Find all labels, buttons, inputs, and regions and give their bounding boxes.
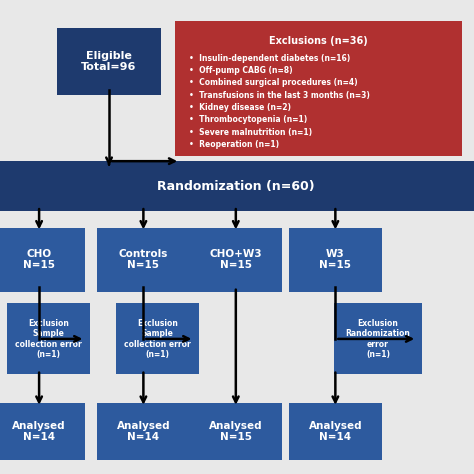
Text: •  Combined surgical procedures (n=4): • Combined surgical procedures (n=4) <box>189 78 357 87</box>
FancyBboxPatch shape <box>175 21 462 156</box>
Text: •  Off-pump CABG (n=8): • Off-pump CABG (n=8) <box>189 66 292 75</box>
FancyBboxPatch shape <box>289 403 382 460</box>
Text: Exclusion
Sample
collection error
(n=1): Exclusion Sample collection error (n=1) <box>15 319 82 359</box>
FancyBboxPatch shape <box>97 403 190 460</box>
FancyBboxPatch shape <box>7 303 90 374</box>
Text: Exclusions (n=36): Exclusions (n=36) <box>269 36 368 46</box>
Text: CHO+W3
N=15: CHO+W3 N=15 <box>210 249 262 270</box>
FancyBboxPatch shape <box>0 403 85 460</box>
FancyBboxPatch shape <box>0 161 474 211</box>
FancyBboxPatch shape <box>334 303 422 374</box>
FancyBboxPatch shape <box>190 228 282 292</box>
Text: •  Reoperation (n=1): • Reoperation (n=1) <box>189 140 279 149</box>
FancyBboxPatch shape <box>97 228 190 292</box>
FancyBboxPatch shape <box>116 303 199 374</box>
FancyBboxPatch shape <box>289 228 382 292</box>
Text: Eligible
Total=96: Eligible Total=96 <box>82 51 137 73</box>
Text: •  Transfusions in the last 3 months (n=3): • Transfusions in the last 3 months (n=3… <box>189 91 370 100</box>
Text: Randomization (n=60): Randomization (n=60) <box>157 180 315 192</box>
FancyBboxPatch shape <box>57 28 161 95</box>
FancyBboxPatch shape <box>190 403 282 460</box>
Text: CHO
N=15: CHO N=15 <box>23 249 55 270</box>
Text: Analysed
N=15: Analysed N=15 <box>209 420 263 442</box>
Text: Exclusion
Sample
collection error
(n=1): Exclusion Sample collection error (n=1) <box>124 319 191 359</box>
Text: •  Thrombocytopenia (n=1): • Thrombocytopenia (n=1) <box>189 115 307 124</box>
Text: •  Kidney disease (n=2): • Kidney disease (n=2) <box>189 103 291 112</box>
Text: •  Insulin-dependent diabetes (n=16): • Insulin-dependent diabetes (n=16) <box>189 54 350 63</box>
Text: W3
N=15: W3 N=15 <box>319 249 351 270</box>
Text: Controls
N=15: Controls N=15 <box>118 249 168 270</box>
Text: Analysed
N=14: Analysed N=14 <box>309 420 362 442</box>
FancyBboxPatch shape <box>0 228 85 292</box>
Text: •  Severe malnutrition (n=1): • Severe malnutrition (n=1) <box>189 128 312 137</box>
Text: Exclusion
Randomization
error
(n=1): Exclusion Randomization error (n=1) <box>346 319 410 359</box>
Text: Analysed
N=14: Analysed N=14 <box>117 420 170 442</box>
Text: Analysed
N=14: Analysed N=14 <box>12 420 66 442</box>
